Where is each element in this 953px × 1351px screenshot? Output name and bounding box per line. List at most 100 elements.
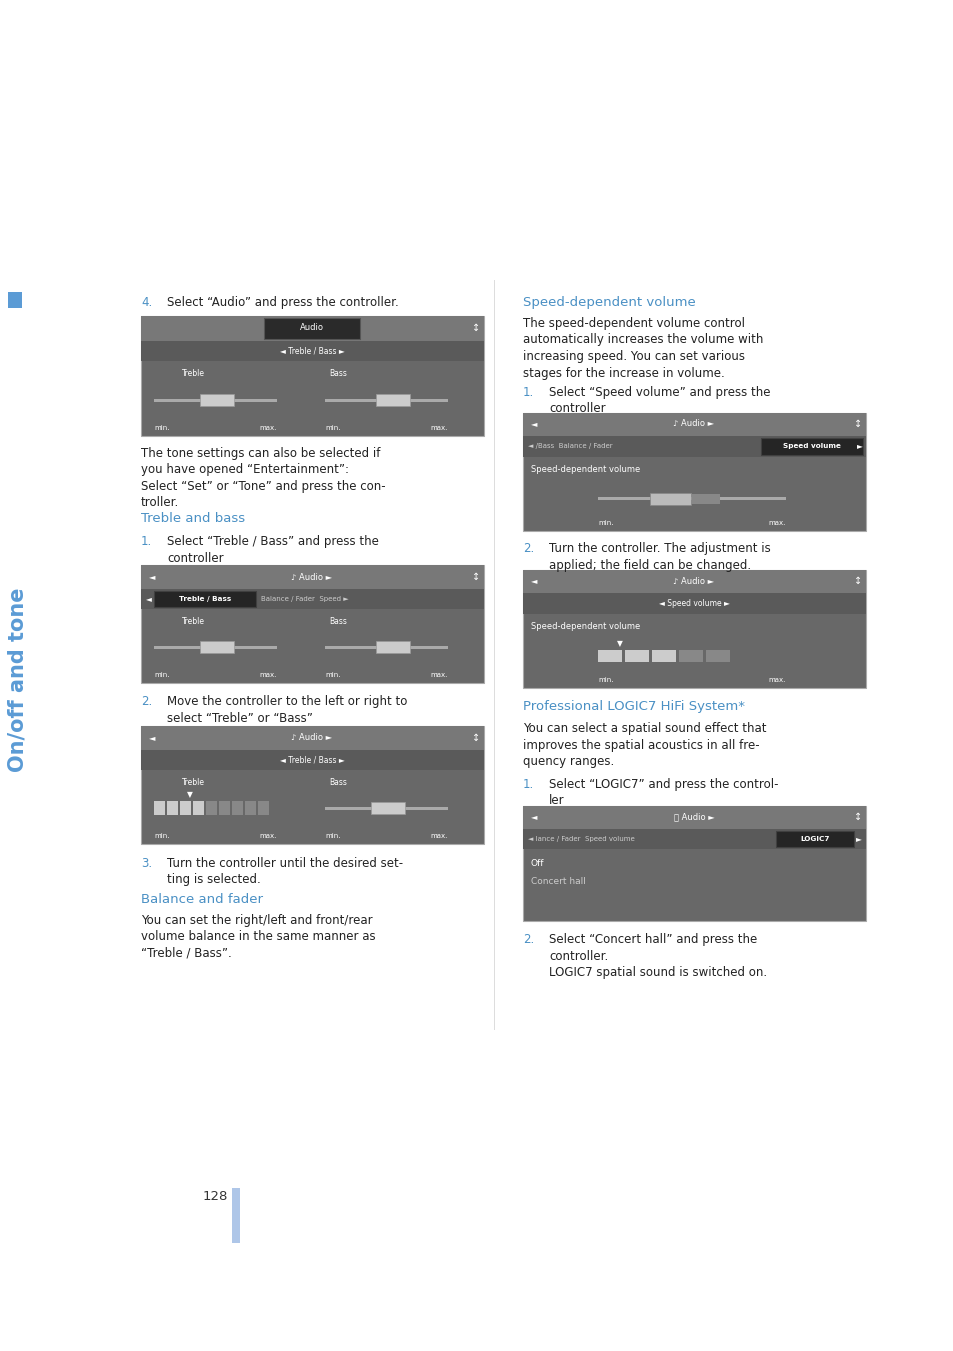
- Text: Audio: Audio: [299, 323, 324, 332]
- Bar: [522, 570, 865, 688]
- Bar: [679, 650, 702, 662]
- Text: ◄ lance / Fader  Speed volume: ◄ lance / Fader Speed volume: [527, 836, 634, 842]
- Text: 2.: 2.: [141, 694, 152, 708]
- Bar: [141, 725, 483, 750]
- Text: ◄ Treble / Bass ►: ◄ Treble / Bass ►: [279, 755, 344, 765]
- Bar: [232, 1188, 240, 1243]
- Bar: [598, 650, 621, 662]
- Text: On/off and tone: On/off and tone: [8, 588, 28, 773]
- Text: max.: max.: [259, 426, 276, 431]
- Text: Treble / Bass: Treble / Bass: [178, 596, 231, 603]
- Bar: [141, 316, 483, 340]
- Bar: [375, 394, 410, 407]
- Bar: [325, 807, 448, 811]
- Bar: [522, 593, 865, 613]
- Bar: [522, 830, 865, 848]
- Text: 1.: 1.: [522, 778, 534, 790]
- Text: Select “Concert hall” and press the
controller.
LOGIC7 spatial sound is switched: Select “Concert hall” and press the cont…: [548, 934, 766, 979]
- Text: Bass: Bass: [329, 369, 347, 378]
- Bar: [141, 725, 483, 844]
- Text: ◄: ◄: [531, 577, 537, 585]
- Text: ◄ /Bass  Balance / Fader: ◄ /Bass Balance / Fader: [527, 443, 612, 449]
- Text: Select “Audio” and press the controller.: Select “Audio” and press the controller.: [167, 296, 398, 309]
- Bar: [522, 807, 865, 830]
- Text: min.: min.: [598, 520, 613, 526]
- Bar: [375, 640, 410, 653]
- Text: 3.: 3.: [141, 857, 152, 870]
- Text: 2.: 2.: [522, 934, 534, 946]
- Text: 1.: 1.: [141, 535, 152, 549]
- Text: You can set the right/left and front/rear
volume balance in the same manner as
“: You can set the right/left and front/rea…: [141, 915, 375, 961]
- Text: Select “Treble / Bass” and press the
controller: Select “Treble / Bass” and press the con…: [167, 535, 378, 565]
- Text: ↕: ↕: [472, 734, 479, 743]
- Text: Treble: Treble: [182, 778, 205, 788]
- Text: Select “Speed volume” and press the
controller: Select “Speed volume” and press the cont…: [548, 386, 770, 416]
- Bar: [141, 589, 483, 609]
- Text: The speed-dependent volume control
automatically increases the volume with
incre: The speed-dependent volume control autom…: [522, 317, 762, 380]
- Bar: [522, 413, 865, 436]
- Text: Turn the controller. The adjustment is
applied; the field can be changed.: Turn the controller. The adjustment is a…: [548, 542, 770, 571]
- Text: Speed volume: Speed volume: [782, 443, 840, 449]
- Text: ↕: ↕: [853, 812, 862, 821]
- Bar: [522, 570, 865, 593]
- Bar: [167, 801, 178, 815]
- Bar: [522, 807, 865, 921]
- Text: ♪ Audio ►: ♪ Audio ►: [673, 420, 714, 428]
- Text: Balance and fader: Balance and fader: [141, 893, 263, 907]
- Text: min.: min.: [325, 834, 340, 839]
- Text: ↕: ↕: [853, 576, 862, 586]
- Text: ◄: ◄: [149, 573, 155, 581]
- Text: Move the controller to the left or right to
select “Treble” or “Bass”: Move the controller to the left or right…: [167, 694, 407, 724]
- Bar: [193, 801, 204, 815]
- Text: The tone settings can also be selected if
you have opened “Entertainment”:
Selec: The tone settings can also be selected i…: [141, 447, 385, 509]
- Text: max.: max.: [430, 426, 448, 431]
- Bar: [494, 280, 495, 1029]
- Text: min.: min.: [325, 671, 340, 678]
- Text: min.: min.: [153, 834, 170, 839]
- Text: ◄: ◄: [531, 420, 537, 428]
- Text: ▼: ▼: [187, 790, 193, 798]
- Bar: [141, 750, 483, 770]
- Bar: [522, 436, 865, 457]
- Text: ◄: ◄: [146, 594, 152, 604]
- Text: Off: Off: [531, 859, 544, 867]
- Text: ↕: ↕: [472, 323, 479, 332]
- Text: Treble: Treble: [182, 369, 205, 378]
- Text: max.: max.: [430, 834, 448, 839]
- Bar: [257, 801, 269, 815]
- Bar: [649, 493, 690, 505]
- Text: ↕: ↕: [472, 571, 479, 582]
- Text: Select “LOGIC7” and press the control-
ler: Select “LOGIC7” and press the control- l…: [548, 778, 778, 808]
- Text: ◄: ◄: [149, 734, 155, 743]
- Bar: [219, 801, 230, 815]
- Bar: [245, 801, 255, 815]
- Bar: [153, 590, 255, 607]
- Text: min.: min.: [153, 426, 170, 431]
- Bar: [180, 801, 191, 815]
- Bar: [141, 316, 483, 436]
- Bar: [598, 497, 785, 500]
- Bar: [325, 646, 448, 648]
- Text: LOGIC7: LOGIC7: [800, 836, 829, 842]
- Text: max.: max.: [430, 671, 448, 678]
- Text: ♪ Audio ►: ♪ Audio ►: [673, 577, 714, 585]
- Text: 2.: 2.: [522, 542, 534, 555]
- Text: max.: max.: [259, 834, 276, 839]
- Text: max.: max.: [259, 671, 276, 678]
- Text: Speed-dependent volume: Speed-dependent volume: [522, 296, 695, 309]
- Text: ♪ Audio ►: ♪ Audio ►: [291, 573, 333, 581]
- Text: ♪ Audio ►: ♪ Audio ►: [291, 734, 333, 743]
- Text: ◄ Treble / Bass ►: ◄ Treble / Bass ►: [279, 346, 344, 355]
- Bar: [153, 646, 276, 648]
- Bar: [775, 831, 853, 847]
- Text: max.: max.: [768, 520, 785, 526]
- Bar: [651, 650, 676, 662]
- Text: Bass: Bass: [329, 778, 347, 788]
- Text: ►: ►: [856, 442, 862, 450]
- Text: Ⓛ Audio ►: Ⓛ Audio ►: [673, 812, 714, 821]
- Bar: [141, 340, 483, 361]
- Text: Concert hall: Concert hall: [531, 877, 585, 886]
- Bar: [206, 801, 216, 815]
- Text: min.: min.: [153, 671, 170, 678]
- Text: max.: max.: [768, 677, 785, 684]
